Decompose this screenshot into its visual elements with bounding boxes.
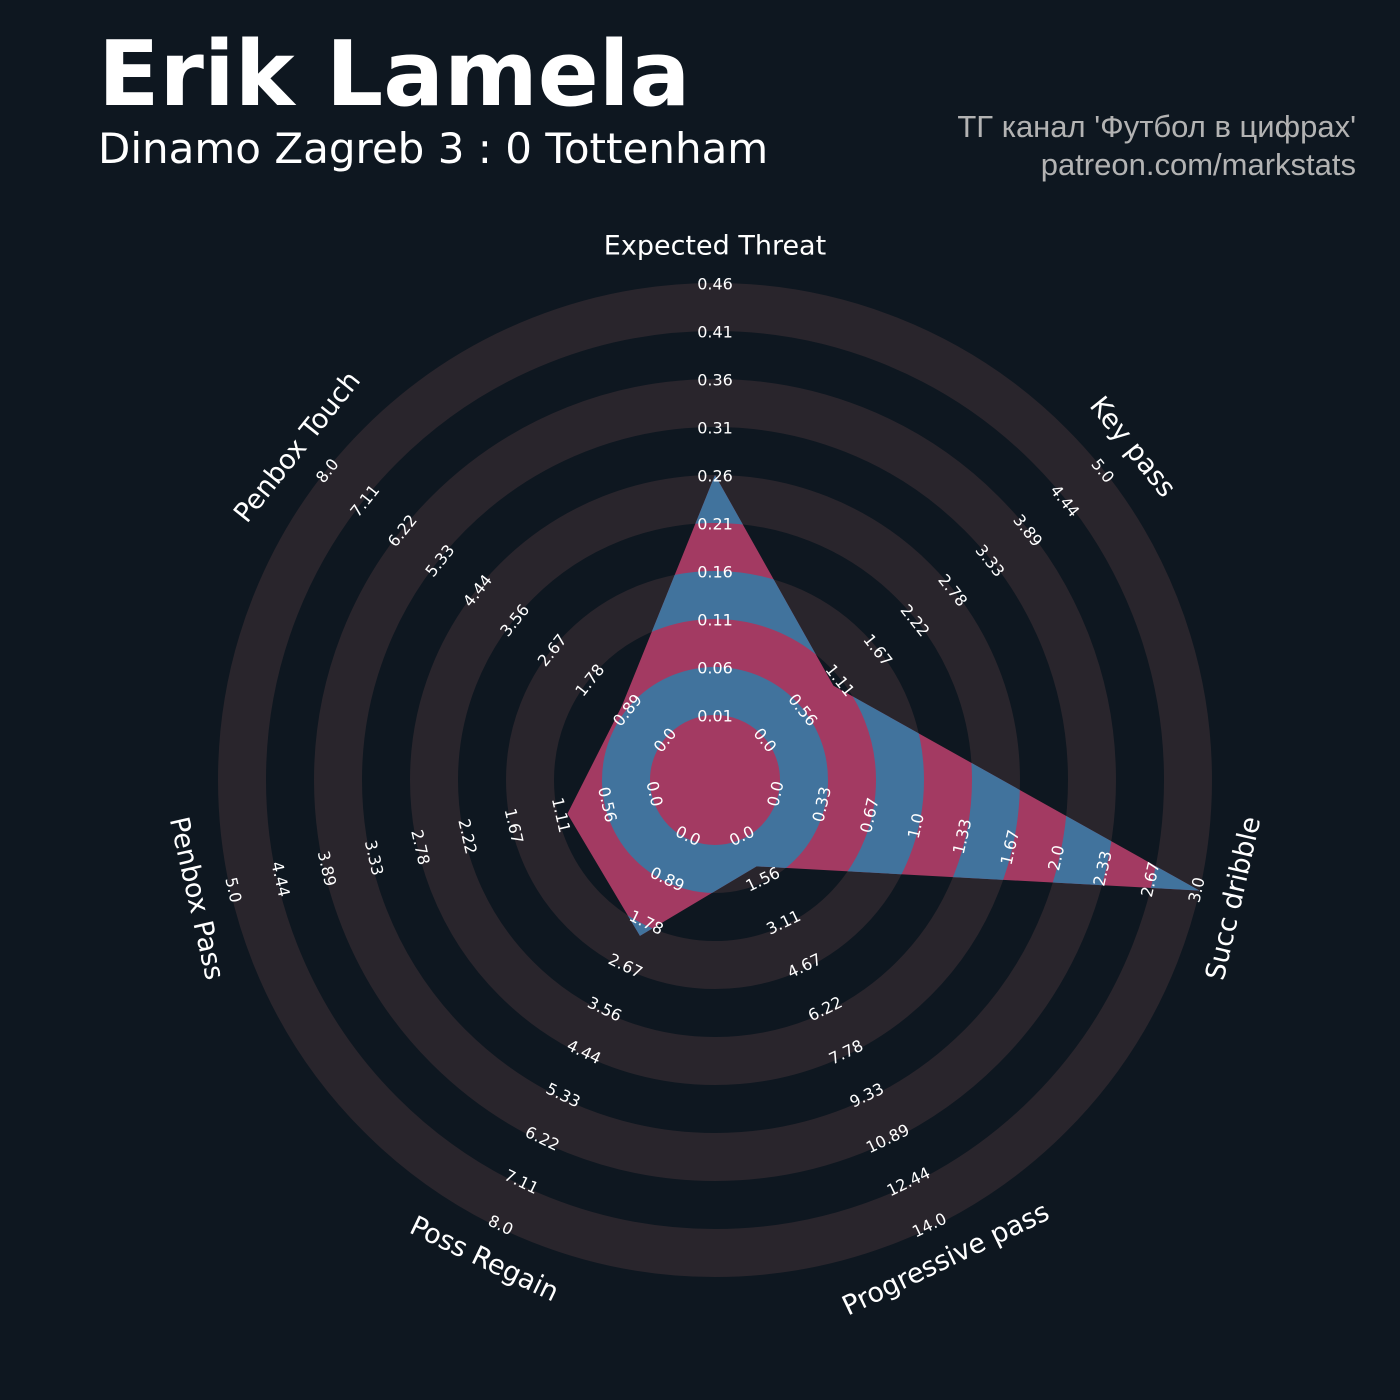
tick-label: 0.06: [697, 659, 733, 678]
axis-label: Expected Threat: [604, 231, 826, 262]
ring-overlay-band: [567, 475, 1020, 936]
tick-label: 0.21: [697, 515, 733, 534]
tick-label: 0.31: [697, 419, 733, 438]
ring-overlay-band: [567, 571, 924, 936]
tick-label: 0.46: [697, 275, 733, 294]
ring-band: [314, 379, 1116, 1181]
chart-subtitle: Dinamo Zagreb 3 : 0 Tottenham: [98, 124, 768, 173]
tick-label: 0.01: [697, 707, 733, 726]
annotation: patreon.com/markstats: [1041, 147, 1356, 182]
chart-title: Erik Lamela: [98, 22, 690, 127]
tick-label: 0.16: [697, 563, 733, 582]
tick-label: 0.26: [697, 467, 733, 486]
ring-overlay-band: [602, 667, 828, 893]
tick-label: 0.41: [697, 323, 733, 342]
ring-band: [218, 283, 1212, 1277]
annotation: ТГ канал 'Футбол в цифрах': [957, 109, 1356, 144]
tick-label: 0.11: [697, 611, 733, 630]
tick-label: 0.36: [697, 371, 733, 390]
